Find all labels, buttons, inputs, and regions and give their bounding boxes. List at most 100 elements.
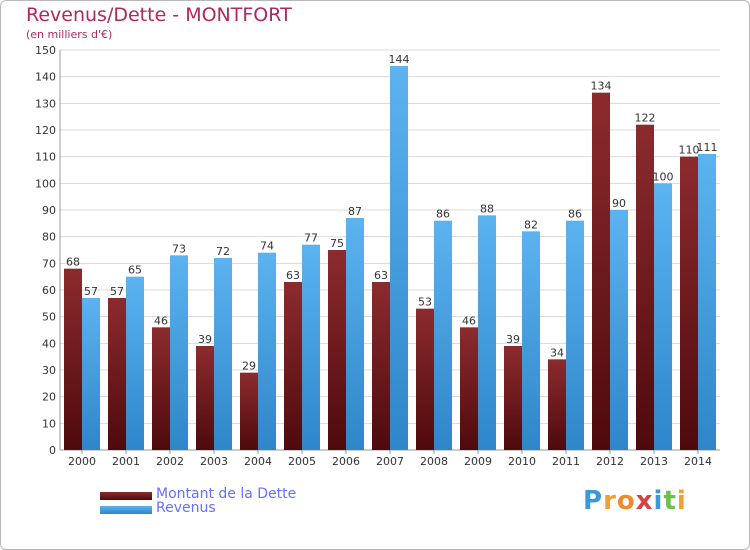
data-label: 82 xyxy=(524,218,538,231)
bar-revenus xyxy=(390,66,408,450)
labels-layer: 68 57 57 65 46 73 39 72 29 74 63 77 75 87 63 144 53 86 46 8… xyxy=(66,53,718,373)
bar-dette xyxy=(460,327,478,450)
bar-dette xyxy=(372,282,390,450)
bar-dette xyxy=(284,282,302,450)
logo-letter: P xyxy=(583,486,604,516)
y-tick-label: 30 xyxy=(42,364,56,377)
bar-revenus xyxy=(302,244,320,450)
axis-layer: 0 10 20 30 40 50 60 70 80 90 100 110 120 130 140 150 200… xyxy=(35,44,720,468)
data-label: 75 xyxy=(330,237,344,250)
logo-letter: o xyxy=(616,486,636,516)
data-label: 73 xyxy=(172,242,186,255)
data-label: 86 xyxy=(568,208,582,221)
y-tick-label: 40 xyxy=(42,337,56,350)
bar-revenus xyxy=(214,258,232,450)
bar-revenus xyxy=(82,298,100,450)
legend-swatch-revenus xyxy=(100,506,152,514)
y-tick-label: 80 xyxy=(42,231,56,244)
data-label: 87 xyxy=(348,205,362,218)
data-label: 57 xyxy=(84,285,98,298)
bar-dette xyxy=(64,268,82,450)
x-tick-label: 2011 xyxy=(552,455,580,468)
bar-dette xyxy=(240,372,258,450)
x-tick-label: 2013 xyxy=(640,455,668,468)
bar-revenus xyxy=(346,218,364,450)
bar-revenus xyxy=(654,183,672,451)
y-tick-label: 10 xyxy=(42,417,56,430)
y-tick-label: 120 xyxy=(35,124,56,137)
data-label: 63 xyxy=(374,269,388,282)
y-tick-label: 50 xyxy=(42,311,56,324)
bar-dette xyxy=(548,359,566,450)
bar-revenus xyxy=(478,215,496,450)
data-label: 77 xyxy=(304,232,318,245)
bar-revenus xyxy=(170,255,188,450)
legend-swatch-dette xyxy=(100,492,152,500)
logo-letter: x xyxy=(635,486,654,516)
chart-subtitle: (en milliers d'€) xyxy=(26,28,113,41)
y-tick-label: 150 xyxy=(35,44,56,57)
bar-dette xyxy=(680,156,698,450)
data-label: 86 xyxy=(436,208,450,221)
data-label: 57 xyxy=(110,285,124,298)
y-tick-label: 100 xyxy=(35,177,56,190)
bar-revenus xyxy=(698,154,716,450)
x-tick-label: 2002 xyxy=(156,455,184,468)
bar-dette xyxy=(108,298,126,450)
data-label: 72 xyxy=(216,245,230,258)
data-label: 29 xyxy=(242,360,256,373)
bar-dette xyxy=(152,327,170,450)
y-tick-label: 140 xyxy=(35,71,56,84)
x-tick-label: 2004 xyxy=(244,455,272,468)
data-label: 39 xyxy=(198,333,212,346)
x-tick-label: 2005 xyxy=(288,455,316,468)
x-tick-label: 2008 xyxy=(420,455,448,468)
data-label: 63 xyxy=(286,269,300,282)
logo-letter: i xyxy=(653,486,664,516)
y-tick-label: 60 xyxy=(42,284,56,297)
bar-dette xyxy=(592,92,610,451)
y-tick-label: 90 xyxy=(42,204,56,217)
logo-letter: i xyxy=(676,486,687,516)
chart-title: Revenus/Dette - MONTFORT xyxy=(26,4,292,26)
x-tick-label: 2010 xyxy=(508,455,536,468)
x-tick-label: 2012 xyxy=(596,455,624,468)
x-tick-label: 2000 xyxy=(68,455,96,468)
data-label: 111 xyxy=(697,141,718,154)
x-tick-label: 2003 xyxy=(200,455,228,468)
bar-revenus xyxy=(522,231,540,450)
y-tick-label: 70 xyxy=(42,257,56,270)
bar-revenus xyxy=(126,276,144,450)
bar-dette xyxy=(636,124,654,451)
bar-revenus xyxy=(566,220,584,450)
bars-layer xyxy=(64,66,716,451)
data-label: 68 xyxy=(66,256,80,269)
data-label: 46 xyxy=(154,314,168,327)
data-label: 53 xyxy=(418,296,432,309)
data-label: 90 xyxy=(612,197,626,210)
data-label: 74 xyxy=(260,240,274,253)
data-label: 88 xyxy=(480,202,494,215)
x-tick-label: 2001 xyxy=(112,455,140,468)
bar-revenus xyxy=(610,210,628,450)
data-label: 144 xyxy=(389,53,410,66)
data-label: 134 xyxy=(591,80,612,93)
bar-dette xyxy=(328,250,346,450)
y-tick-label: 20 xyxy=(42,391,56,404)
logo-letter: r xyxy=(603,486,617,516)
legend-label-dette: Montant de la Dette xyxy=(156,486,297,502)
bar-dette xyxy=(196,346,214,450)
x-tick-label: 2007 xyxy=(376,455,404,468)
data-label: 39 xyxy=(506,333,520,346)
bar-dette xyxy=(416,308,434,450)
proxiti-logo: Proxiti xyxy=(583,486,687,516)
bar-dette xyxy=(504,346,522,450)
x-tick-label: 2006 xyxy=(332,455,360,468)
data-label: 34 xyxy=(550,346,564,359)
bar-revenus xyxy=(258,252,276,450)
y-tick-label: 0 xyxy=(49,444,56,457)
x-tick-label: 2014 xyxy=(684,455,712,468)
x-tick-label: 2009 xyxy=(464,455,492,468)
y-tick-label: 110 xyxy=(35,151,56,164)
